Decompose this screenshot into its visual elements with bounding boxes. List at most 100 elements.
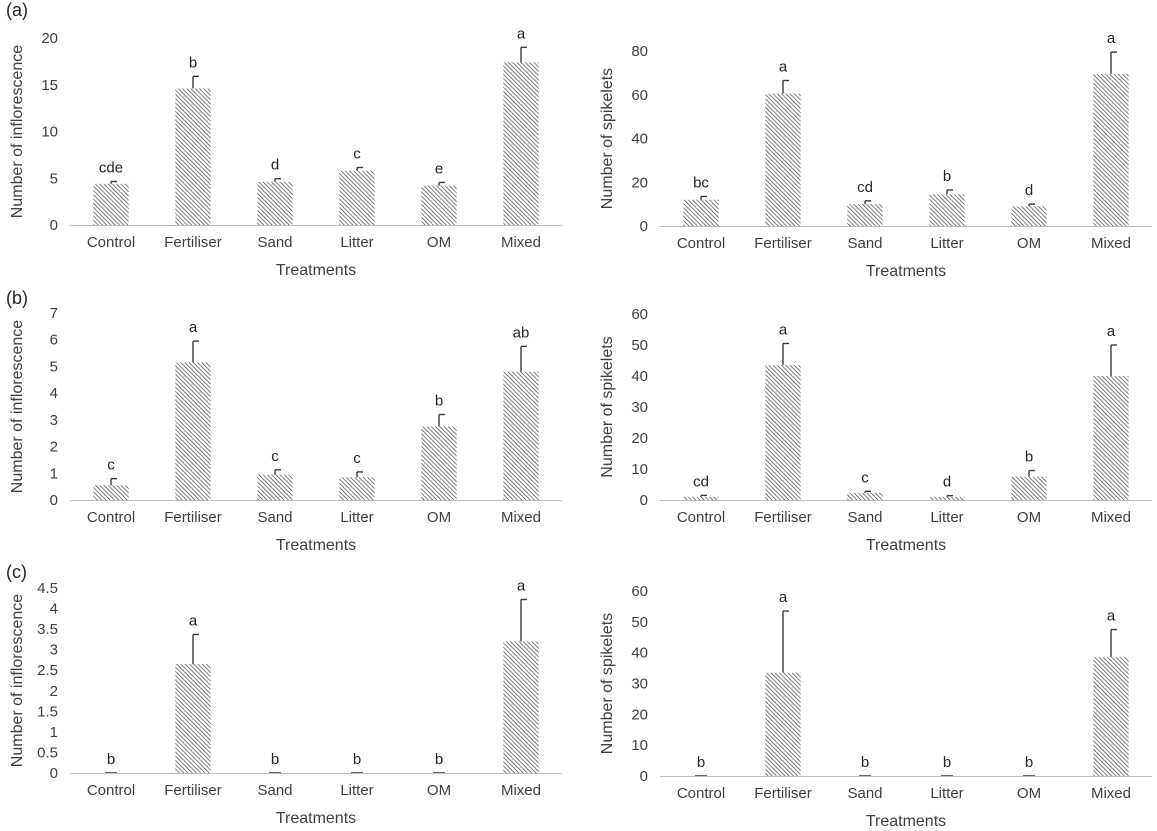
- y-tick-label: 80: [631, 43, 648, 60]
- bar: [175, 88, 211, 226]
- y-axis-title: Number of spikelets: [599, 336, 616, 477]
- y-tick-label: 60: [631, 87, 648, 104]
- y-tick-label: 20: [631, 706, 648, 723]
- x-tick-label: Sand: [847, 785, 882, 802]
- bar: [93, 485, 129, 500]
- x-tick-label: Control: [677, 509, 725, 526]
- significance-letter: b: [435, 393, 443, 410]
- bar: [929, 194, 965, 226]
- significance-letter: a: [779, 589, 788, 606]
- bar: [1093, 657, 1129, 776]
- x-tick-label: OM: [427, 509, 451, 526]
- bar: [847, 204, 883, 226]
- significance-letter: a: [1107, 608, 1116, 625]
- y-tick-label: 7: [50, 305, 58, 322]
- y-tick-label: 1: [50, 724, 58, 741]
- x-tick-label: Fertiliser: [164, 509, 222, 526]
- y-tick-label: 15: [41, 77, 58, 94]
- chart-5: 0 0.5 1 1.5 2 2.5 3 3.5 4 4.5 b Control a Fertiliser b…: [9, 578, 562, 827]
- x-tick-label: Sand: [257, 509, 292, 526]
- significance-letter: a: [779, 59, 788, 76]
- bar: [503, 62, 539, 226]
- x-tick-label: Fertiliser: [754, 235, 812, 252]
- x-tick-label: Mixed: [1091, 785, 1131, 802]
- y-tick-label: 0: [50, 492, 58, 509]
- y-tick-label: 50: [631, 337, 648, 354]
- significance-letter: ab: [513, 324, 530, 341]
- bar: [765, 365, 801, 500]
- bar: [1093, 73, 1129, 226]
- significance-letter: b: [697, 754, 705, 771]
- y-tick-label: 20: [631, 430, 648, 447]
- significance-letter: e: [435, 160, 443, 177]
- x-tick-label: Litter: [340, 234, 373, 251]
- x-tick-label: OM: [1017, 235, 1041, 252]
- y-tick-label: 6: [50, 332, 58, 349]
- bar: [503, 371, 539, 500]
- x-tick-label: OM: [427, 234, 451, 251]
- x-axis-title: Treatments: [866, 263, 946, 280]
- bar: [175, 362, 211, 500]
- chart-3: 0 1 2 3 4 5 6 7 c Control a Fertiliser c Sand c Litter b…: [9, 305, 562, 554]
- bar: [421, 185, 457, 225]
- x-tick-label: Sand: [257, 782, 292, 799]
- chart-6: 0 10 20 30 40 50 60 b Control a Fertiliser b Sand b Li…: [599, 583, 1152, 830]
- y-tick-label: 30: [631, 676, 648, 693]
- bar: [683, 199, 719, 226]
- y-tick-label: 40: [631, 131, 648, 148]
- y-tick-label: 3.5: [37, 621, 58, 638]
- significance-letter: b: [435, 751, 443, 768]
- y-tick-label: 40: [631, 368, 648, 385]
- y-tick-label: 30: [631, 399, 648, 416]
- bar: [175, 664, 211, 773]
- significance-letter: b: [353, 751, 361, 768]
- y-axis-title: Number of inflorescence: [9, 594, 26, 768]
- y-tick-label: 50: [631, 614, 648, 631]
- y-tick-label: 2.5: [37, 662, 58, 679]
- x-axis-title: Treatments: [866, 537, 946, 554]
- x-tick-label: Control: [87, 234, 135, 251]
- panel-label-b: (b): [6, 288, 28, 308]
- y-tick-label: 0: [50, 217, 58, 234]
- significance-letter: a: [517, 25, 526, 42]
- x-tick-label: OM: [427, 782, 451, 799]
- y-tick-label: 5: [50, 358, 58, 375]
- y-tick-label: 2: [50, 683, 58, 700]
- significance-letter: c: [353, 450, 361, 467]
- y-axis-title: Number of spikelets: [599, 613, 616, 754]
- y-tick-label: 3: [50, 412, 58, 429]
- y-tick-label: 10: [41, 124, 58, 141]
- significance-letter: c: [271, 448, 279, 465]
- y-tick-label: 4: [50, 601, 58, 618]
- x-tick-label: Fertiliser: [164, 234, 222, 251]
- y-tick-label: 1.5: [37, 703, 58, 720]
- y-tick-label: 4.5: [37, 580, 58, 597]
- x-tick-label: Mixed: [1091, 235, 1131, 252]
- significance-letter: cd: [857, 179, 873, 196]
- significance-letter: b: [189, 54, 197, 71]
- x-tick-label: Mixed: [501, 234, 541, 251]
- bar: [1011, 476, 1047, 500]
- y-tick-label: 0: [640, 218, 648, 235]
- bar: [257, 474, 293, 500]
- x-tick-label: OM: [1017, 785, 1041, 802]
- y-tick-label: 1: [50, 465, 58, 482]
- significance-letter: b: [271, 751, 279, 768]
- bar: [339, 170, 375, 225]
- significance-letter: c: [861, 469, 869, 486]
- y-tick-label: 60: [631, 306, 648, 323]
- bar: [93, 183, 129, 225]
- x-tick-label: Litter: [930, 235, 963, 252]
- y-axis-title: Number of spikelets: [599, 68, 616, 209]
- significance-letter: d: [943, 474, 951, 491]
- significance-letter: b: [107, 751, 115, 768]
- x-tick-label: Mixed: [1091, 509, 1131, 526]
- chart-1: 0 5 10 15 20 cde Control b Fertiliser d Sand c Litte…: [9, 25, 562, 279]
- y-tick-label: 4: [50, 385, 58, 402]
- x-tick-label: Sand: [847, 235, 882, 252]
- panel-label-c: (c): [6, 562, 27, 582]
- x-tick-label: Sand: [257, 234, 292, 251]
- x-tick-label: Fertiliser: [164, 782, 222, 799]
- bar: [257, 181, 293, 225]
